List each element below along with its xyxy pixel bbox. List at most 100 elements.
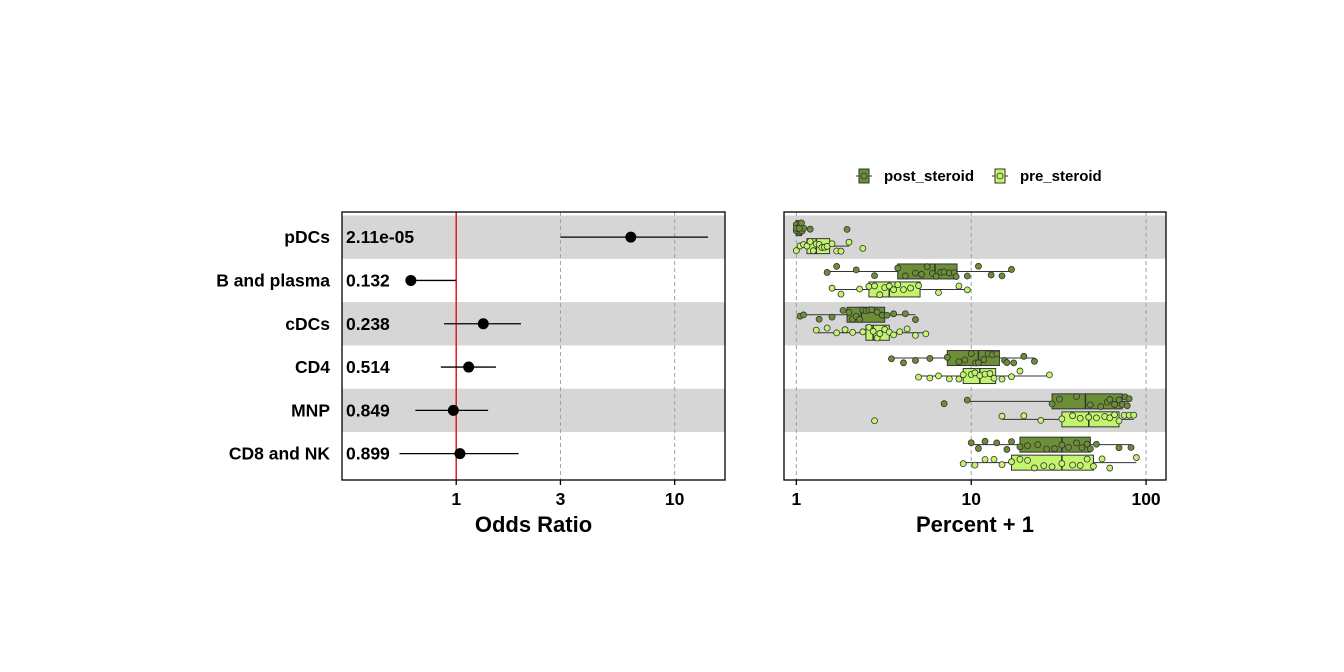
p-value-label: 2.11e-05 — [346, 227, 414, 247]
data-point — [869, 327, 877, 335]
x-tick-label: 3 — [556, 489, 566, 509]
data-point — [1003, 446, 1011, 453]
data-point — [903, 325, 911, 333]
data-point — [1031, 464, 1038, 472]
data-point — [1034, 441, 1042, 449]
data-point — [1090, 462, 1097, 470]
data-point — [952, 273, 960, 280]
data-point — [1086, 401, 1094, 409]
data-point — [963, 272, 971, 280]
data-point — [823, 324, 831, 332]
data-point — [961, 356, 969, 364]
data-point — [940, 400, 948, 408]
data-point — [1008, 438, 1015, 446]
data-point — [1043, 445, 1051, 453]
boxplot-panel: 1 10 100 Percent + 1 — [783, 211, 1167, 537]
data-point — [843, 225, 851, 233]
data-point — [963, 396, 971, 404]
data-point — [986, 370, 994, 377]
p-value-label: 0.899 — [346, 444, 390, 464]
data-point — [871, 417, 878, 425]
data-point — [959, 460, 967, 468]
data-point — [1008, 373, 1015, 381]
forest-plot-panel: pDCs 2.11e-05 B and plasma 0.132 cDCs 0.238 CD… — [216, 211, 726, 537]
data-point — [803, 242, 811, 250]
legend-key-point — [996, 172, 1004, 180]
data-point — [1020, 352, 1028, 360]
y-tick-label: B and plasma — [216, 270, 330, 290]
data-point — [1086, 445, 1094, 453]
data-point — [837, 290, 845, 298]
data-point — [1098, 455, 1106, 463]
data-point — [1083, 440, 1091, 448]
data-point — [873, 308, 881, 316]
data-point — [1093, 414, 1100, 422]
data-point — [926, 355, 934, 362]
data-point — [915, 282, 922, 289]
data-point — [935, 372, 942, 380]
data-point — [833, 329, 841, 337]
data-point — [856, 285, 863, 293]
odds-ratio-point — [405, 274, 417, 286]
data-point — [963, 286, 971, 294]
data-point — [1106, 414, 1114, 422]
data-point — [975, 262, 982, 270]
data-point — [912, 357, 919, 364]
data-point — [837, 247, 845, 255]
panel-border — [783, 211, 1167, 481]
data-point — [900, 286, 907, 294]
data-point — [945, 375, 953, 383]
data-point — [885, 282, 893, 290]
data-point — [1123, 402, 1131, 410]
data-point — [943, 353, 951, 361]
data-point — [894, 281, 902, 289]
data-point — [926, 374, 934, 382]
data-point — [1003, 359, 1011, 366]
data-point — [918, 270, 925, 278]
x-tick-label: 1 — [791, 489, 801, 509]
data-point — [990, 455, 998, 463]
p-value-label: 0.132 — [346, 270, 390, 290]
data-point — [1093, 440, 1100, 448]
p-value-label: 0.238 — [346, 314, 390, 334]
data-point — [998, 272, 1006, 280]
data-point — [1058, 460, 1066, 467]
data-point — [859, 244, 867, 252]
data-point — [1031, 357, 1038, 365]
data-point — [967, 350, 975, 357]
data-point — [806, 225, 814, 233]
data-point — [1008, 458, 1015, 466]
odds-ratio-point — [454, 448, 466, 460]
data-point — [980, 356, 988, 363]
legend-label: pre_steroid — [1020, 168, 1102, 185]
data-point — [800, 311, 807, 319]
data-point — [890, 331, 898, 339]
data-point — [1073, 393, 1080, 400]
data-point — [998, 375, 1006, 383]
data-point — [795, 224, 803, 232]
data-point — [859, 328, 867, 336]
data-point — [1111, 401, 1118, 408]
data-point — [1069, 461, 1076, 469]
data-point — [896, 328, 904, 336]
y-tick-label: MNP — [291, 400, 330, 420]
x-tick-label: 100 — [1131, 489, 1160, 509]
data-point — [890, 310, 898, 318]
data-point — [1016, 455, 1024, 463]
data-point — [987, 271, 995, 279]
data-point — [845, 308, 853, 316]
odds-ratio-point — [447, 404, 459, 416]
data-point — [1115, 444, 1123, 452]
data-point — [981, 456, 989, 463]
data-point — [1010, 359, 1018, 367]
data-point — [1069, 412, 1076, 420]
data-point — [1073, 439, 1080, 447]
data-point — [1076, 414, 1084, 422]
data-point — [841, 326, 849, 334]
data-point — [1020, 412, 1028, 420]
data-point — [815, 315, 823, 323]
data-point — [828, 313, 836, 321]
odds-ratio-point — [463, 361, 475, 373]
data-point — [1125, 395, 1133, 403]
data-point — [833, 262, 841, 270]
